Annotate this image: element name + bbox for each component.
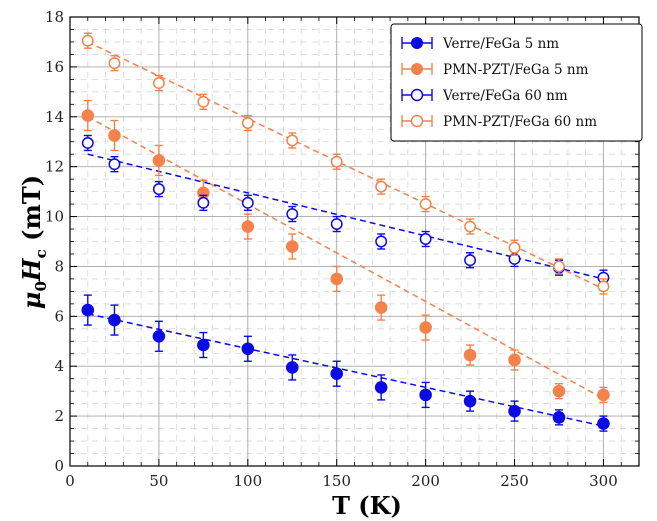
y-tick-label: 10 [45,208,64,226]
data-point [152,154,166,167]
x-axis-title: T (K) [332,491,402,520]
data-point [286,134,299,147]
legend-label: Verre/FeGa 60 nm [442,88,568,104]
data-point [197,196,210,209]
x-tick-label: 0 [65,472,75,490]
y-tick-label: 2 [54,407,64,425]
data-point [286,208,299,221]
data-point [330,272,344,286]
data-point [152,329,166,343]
y-axis-mu: μ [17,292,46,310]
data-point [285,240,299,253]
data-point [463,348,477,362]
data-point [419,321,432,334]
data-point [241,220,255,233]
data-point [81,109,95,122]
data-point [419,198,432,211]
data-point [375,180,388,193]
data-point [419,388,432,402]
legend: Verre/FeGa 5 nm PMN-PZT/FeGa 5 nm Verre/Fe… [390,23,643,142]
data-point [464,220,477,233]
x-tick-label: 200 [411,472,440,490]
data-point [241,342,255,356]
x-tick-label: 150 [322,472,351,490]
data-point [597,280,610,293]
data-point [508,241,521,254]
x-tick-label: 250 [500,472,529,490]
data-point [419,233,432,245]
y-tick-label: 8 [54,257,64,275]
data-point [552,411,566,424]
y-axis-h: H [17,257,46,282]
fit-line [87,41,604,290]
data-point [508,353,521,367]
y-tick-label: 18 [45,8,64,26]
x-tick-label: 300 [589,472,618,490]
legend-label: PMN-PZT/FeGa 5 nm [443,62,589,78]
data-point [108,57,121,70]
data-point [597,417,610,430]
data-point [330,218,343,230]
y-tick-label: 6 [54,307,64,325]
legend-box [390,23,643,142]
data-point [330,155,343,168]
data-point [197,95,210,108]
x-tick-label: 100 [233,472,262,490]
tick-labels: 0 50 100 150 200 250 300 0 2 4 6 8 10 12 14 16 18 [45,8,618,490]
legend-marker [411,63,423,75]
data-point [241,196,254,209]
data-point [81,34,94,47]
legend-marker [410,114,424,128]
data-point [108,158,121,171]
y-tick-label: 0 [54,457,64,475]
y-axis-h-sub: c [32,249,50,258]
data-points [81,32,610,432]
fit-line [87,116,604,400]
data-point [152,77,165,90]
data-point [330,367,344,381]
data-point [152,183,165,196]
legend-label: PMN-PZT/FeGa 60 nm [443,114,597,130]
data-point [508,404,521,418]
data-point [464,254,477,267]
y-tick-label: 14 [45,108,64,126]
data-point [81,303,95,317]
x-tick-label: 50 [149,472,168,490]
legend-marker [411,37,423,49]
data-point [375,235,388,248]
data-point [374,301,388,314]
data-point [597,388,610,402]
data-point [108,129,121,142]
data-point [81,137,94,149]
legend-marker [410,88,424,102]
data-point [553,260,565,273]
data-point [463,394,477,408]
y-axis-unit: (mT) [17,175,46,249]
data-point [374,381,388,394]
data-point [108,313,121,327]
legend-label: Verre/FeGa 5 nm [442,36,559,52]
y-axis-mu-sub: 0 [32,281,50,291]
fit-line [87,313,604,427]
data-point [241,117,254,129]
data-point [552,384,566,398]
data-point [285,361,299,374]
y-tick-label: 16 [45,58,64,76]
data-point [197,338,210,352]
y-tick-label: 12 [45,158,64,176]
y-tick-label: 4 [54,357,64,375]
y-axis-title: μ0Hc (mT) [17,175,50,309]
